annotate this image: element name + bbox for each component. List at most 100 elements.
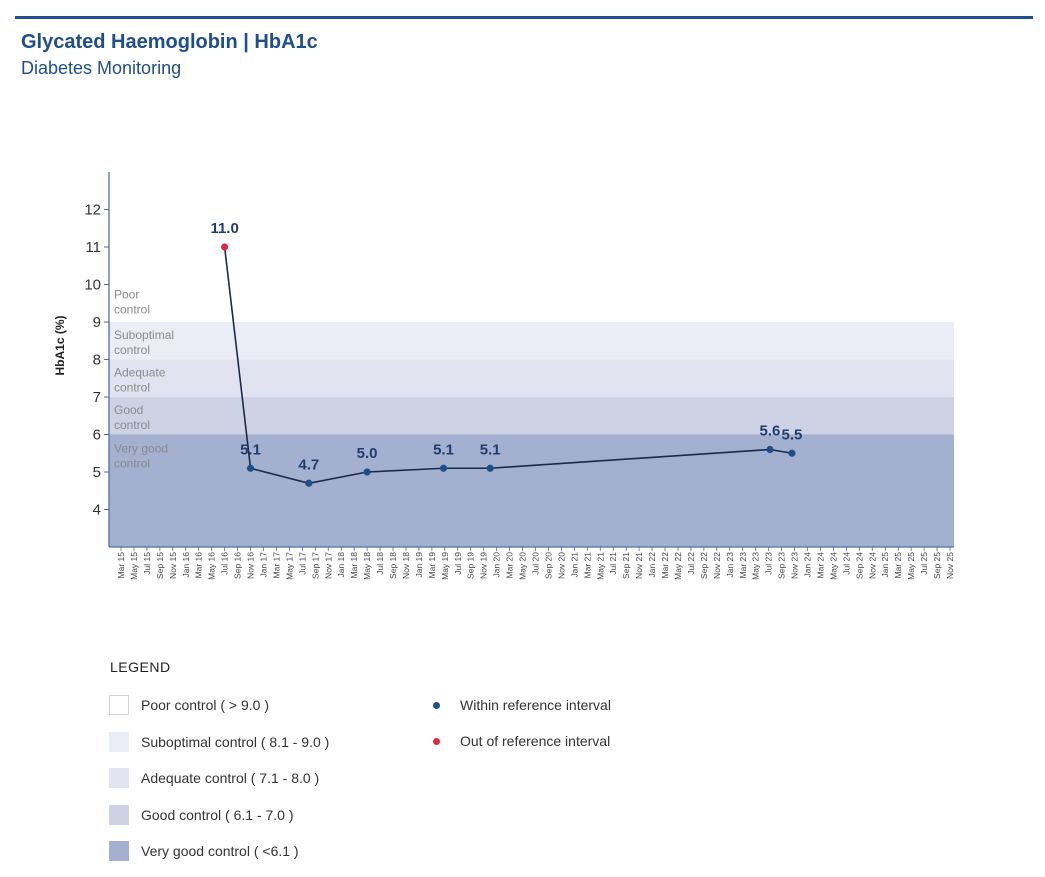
x-tick-label: Jan 17 bbox=[258, 552, 268, 578]
legend-swatch bbox=[109, 804, 129, 825]
x-tick-label: May 17 bbox=[284, 552, 294, 580]
data-label: 5.1 bbox=[433, 441, 454, 458]
in-range-point bbox=[439, 464, 448, 472]
x-tick-label: Jan 24 bbox=[803, 552, 813, 578]
x-tick-label: Nov 23 bbox=[790, 552, 800, 579]
x-tick-label: Sep 18 bbox=[388, 552, 398, 579]
band-label: Poor control bbox=[114, 288, 150, 317]
legend-item-band: Adequate control ( 7.1 - 8.0 ) bbox=[109, 767, 329, 789]
x-tick-label: Nov 18 bbox=[401, 552, 411, 579]
legend-title: LEGEND bbox=[110, 659, 171, 675]
x-tick-label: May 22 bbox=[673, 552, 683, 580]
x-tick-label: Sep 19 bbox=[466, 552, 476, 579]
data-label: 5.0 bbox=[357, 445, 378, 462]
legend-swatch bbox=[109, 695, 129, 715]
x-tick-label: Nov 22 bbox=[712, 552, 722, 579]
x-tick-label: Jan 22 bbox=[647, 552, 657, 578]
x-tick-label: Jul 21 bbox=[608, 552, 618, 575]
legend-item-point: Out of reference interval bbox=[433, 730, 611, 752]
x-tick-label: Nov 19 bbox=[479, 552, 489, 579]
legend-swatch bbox=[109, 731, 129, 752]
in-range-point bbox=[305, 479, 313, 487]
legend-label: Suboptimal control ( 8.1 - 9.0 ) bbox=[141, 733, 330, 750]
x-tick-label: Mar 16 bbox=[194, 552, 204, 579]
x-tick-label: Mar 24 bbox=[815, 552, 825, 579]
x-tick-label: Jul 24 bbox=[841, 552, 851, 575]
top-rule bbox=[15, 16, 1033, 19]
x-tick-label: Jul 20 bbox=[531, 552, 541, 575]
x-tick-label: Sep 17 bbox=[310, 552, 320, 579]
x-tick-label: Nov 15 bbox=[168, 552, 178, 579]
data-label: 11.0 bbox=[210, 220, 238, 237]
x-tick-label: May 15 bbox=[129, 552, 139, 580]
band-label: Very good control bbox=[114, 442, 168, 471]
legend-label: Poor control ( > 9.0 ) bbox=[141, 697, 270, 713]
data-label: 4.7 bbox=[298, 456, 319, 473]
data-label: 5.6 bbox=[760, 423, 781, 440]
legend-item-band: Poor control ( > 9.0 ) bbox=[109, 694, 329, 716]
x-tick-label: Jan 16 bbox=[181, 552, 191, 578]
x-tick-label: Nov 17 bbox=[323, 552, 333, 579]
x-tick-label: Sep 23 bbox=[777, 552, 787, 579]
x-tick-label: May 24 bbox=[828, 552, 838, 580]
x-tick-label: Mar 19 bbox=[427, 552, 437, 579]
data-label: 5.5 bbox=[782, 426, 803, 443]
legend-label: Adequate control ( 7.1 - 8.0 ) bbox=[141, 770, 320, 786]
band-label: Suboptimal control bbox=[114, 328, 174, 357]
x-tick-label: Mar 23 bbox=[738, 552, 748, 579]
legend-item-band: Suboptimal control ( 8.1 - 9.0 ) bbox=[109, 731, 329, 753]
x-tick-label: Nov 20 bbox=[556, 552, 566, 579]
x-tick-label: Sep 25 bbox=[932, 552, 942, 579]
x-tick-label: May 21 bbox=[595, 552, 605, 580]
x-tick-label: Nov 25 bbox=[945, 552, 955, 579]
x-tick-label: Jan 19 bbox=[414, 552, 424, 578]
x-tick-label: Sep 24 bbox=[854, 552, 864, 579]
x-tick-label: Nov 24 bbox=[867, 552, 877, 579]
x-tick-label: Jul 17 bbox=[297, 552, 307, 575]
out-of-range-point bbox=[221, 243, 229, 251]
x-tick-label: Jul 22 bbox=[686, 552, 696, 575]
x-tick-label: Jul 18 bbox=[375, 552, 385, 575]
x-tick-label: Jan 25 bbox=[880, 552, 890, 578]
x-tick-label: Mar 15 bbox=[116, 552, 126, 579]
legend-item-band: Good control ( 6.1 - 7.0 ) bbox=[109, 804, 329, 826]
band-very-good bbox=[109, 434, 954, 547]
x-tick-label: Jan 20 bbox=[492, 552, 502, 578]
x-tick-label: Sep 22 bbox=[699, 552, 709, 579]
y-tick-label: 10 bbox=[84, 277, 101, 294]
x-tick-label: Mar 25 bbox=[893, 552, 903, 579]
x-tick-label: Mar 17 bbox=[271, 552, 281, 579]
x-tick-label: Nov 21 bbox=[634, 552, 644, 579]
y-tick-label: 11 bbox=[85, 239, 101, 256]
x-tick-label: Sep 21 bbox=[621, 552, 631, 579]
page-title: Glycated Haemoglobin | HbA1c bbox=[21, 31, 318, 53]
data-label: 5.1 bbox=[240, 441, 261, 458]
legend-dot-icon bbox=[433, 701, 440, 709]
x-tick-label: Mar 22 bbox=[660, 552, 670, 579]
y-tick-label: 7 bbox=[93, 389, 101, 406]
x-tick-label: May 23 bbox=[751, 552, 761, 580]
x-tick-label: Mar 18 bbox=[349, 552, 359, 579]
x-tick-label: May 16 bbox=[207, 552, 217, 580]
band-label: Good control bbox=[114, 403, 150, 432]
legend-dot-icon bbox=[433, 737, 440, 745]
legend-swatch bbox=[109, 768, 129, 788]
x-tick-label: Mar 21 bbox=[582, 552, 592, 579]
x-tick-label: Sep 16 bbox=[233, 552, 243, 579]
page-subtitle: Diabetes Monitoring bbox=[21, 58, 182, 78]
x-tick-label: Jul 16 bbox=[220, 552, 230, 575]
in-range-point bbox=[766, 445, 774, 454]
in-range-point bbox=[363, 468, 371, 476]
y-tick-label: 6 bbox=[93, 427, 101, 444]
legend-label: Good control ( 6.1 - 7.0 ) bbox=[141, 806, 294, 823]
y-tick-label: 8 bbox=[93, 352, 101, 369]
x-tick-label: May 25 bbox=[906, 552, 916, 580]
legend-swatch bbox=[109, 841, 129, 861]
x-tick-label: Sep 20 bbox=[543, 552, 553, 579]
band-suboptimal bbox=[109, 322, 954, 360]
legend-label: Very good control ( <6.1 ) bbox=[141, 843, 299, 859]
in-range-point bbox=[788, 449, 796, 457]
x-tick-label: Jul 25 bbox=[919, 552, 929, 575]
x-tick-label: Sep 15 bbox=[155, 552, 165, 579]
